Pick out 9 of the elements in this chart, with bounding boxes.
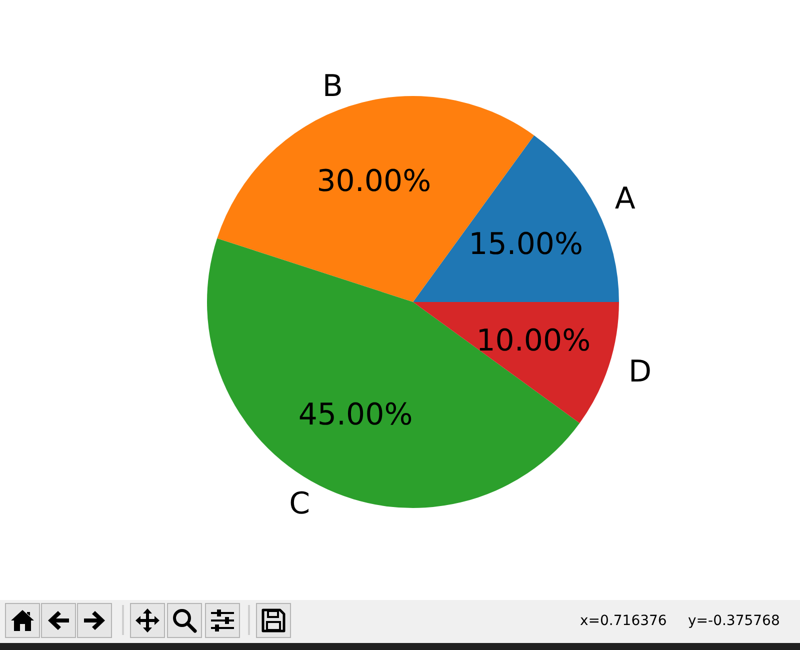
data-label: 15.00%: [468, 227, 583, 262]
slice-label: A: [614, 182, 636, 217]
toolbar: x=0.716376 y=-0.375768: [0, 600, 800, 643]
data-label: 45.00%: [298, 397, 413, 432]
data-label: 30.00%: [316, 164, 432, 200]
slice-label: D: [628, 354, 652, 390]
slice-label: B: [322, 68, 343, 104]
data-label: 10.00%: [476, 324, 591, 359]
slice-label: C: [289, 486, 310, 522]
